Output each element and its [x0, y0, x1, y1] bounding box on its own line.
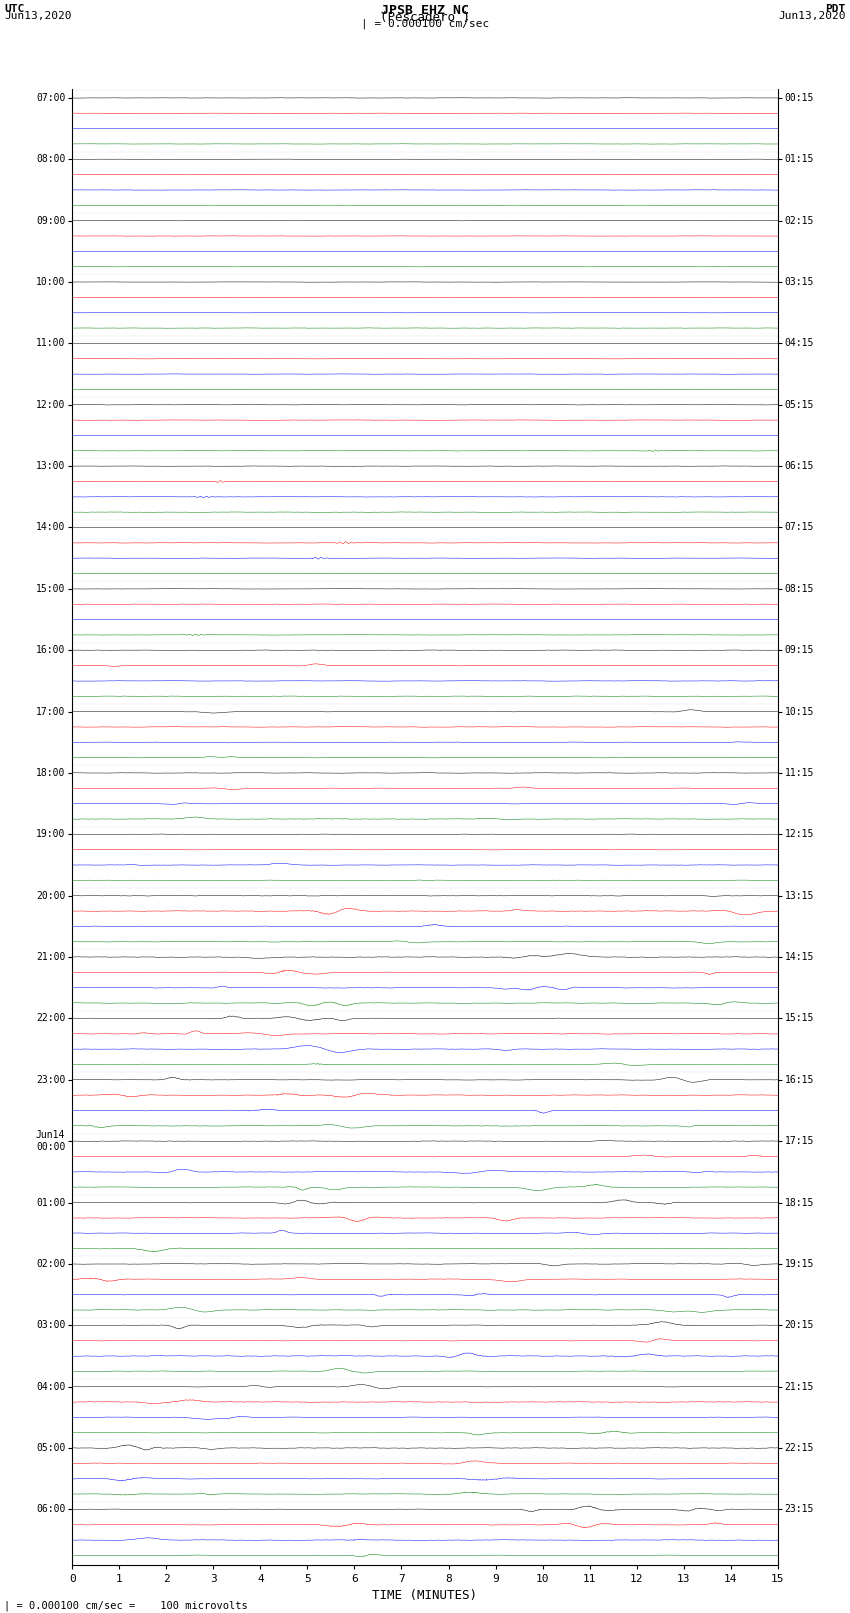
Text: PDT: PDT	[825, 5, 846, 15]
X-axis label: TIME (MINUTES): TIME (MINUTES)	[372, 1589, 478, 1602]
Text: JPSB EHZ NC: JPSB EHZ NC	[381, 5, 469, 18]
Text: (Pescadero ): (Pescadero )	[380, 11, 470, 24]
Text: Jun13,2020: Jun13,2020	[4, 11, 71, 21]
Text: | = 0.000100 cm/sec =    100 microvolts: | = 0.000100 cm/sec = 100 microvolts	[4, 1600, 248, 1611]
Text: UTC: UTC	[4, 5, 25, 15]
Text: Jun13,2020: Jun13,2020	[779, 11, 846, 21]
Text: | = 0.000100 cm/sec: | = 0.000100 cm/sec	[361, 18, 489, 29]
